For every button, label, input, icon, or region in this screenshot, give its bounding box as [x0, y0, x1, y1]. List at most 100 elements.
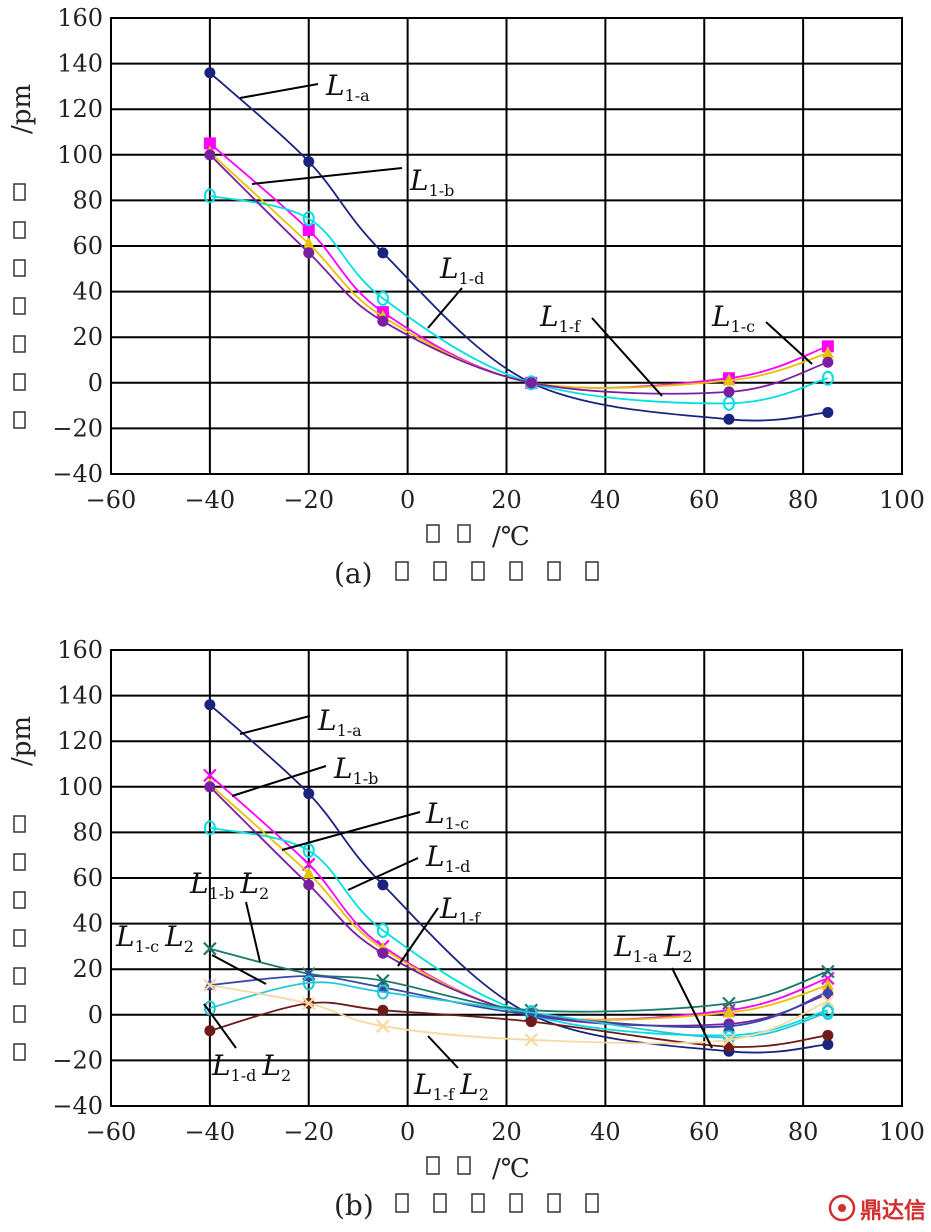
- data-point: [303, 788, 314, 799]
- glyph-box: [434, 1194, 446, 1212]
- y-tick-label: 140: [57, 50, 103, 78]
- x-tick-label: 80: [788, 486, 819, 514]
- glyph-box: [434, 562, 446, 580]
- data-point: [303, 879, 314, 890]
- x-tick-label: −60: [86, 486, 137, 514]
- glyph-box: [427, 1157, 439, 1174]
- x-tick-label: 80: [788, 1118, 819, 1146]
- data-point: [822, 407, 833, 418]
- glyph-box: [14, 930, 25, 946]
- y-tick-label: 40: [72, 910, 103, 938]
- watermark-text: 鼎达信: [860, 1198, 926, 1224]
- y-axis-unit: /pm: [7, 716, 37, 766]
- panel-caption: (b): [334, 1189, 598, 1222]
- glyph-box: [548, 1194, 560, 1212]
- x-tick-label: 40: [590, 1118, 621, 1146]
- x-tick-label: 40: [590, 486, 621, 514]
- x-axis-label: /℃: [427, 522, 530, 552]
- caption-letter: (b): [334, 1189, 374, 1222]
- y-tick-label: 100: [57, 773, 103, 801]
- y-tick-label: −20: [52, 1046, 103, 1074]
- glyph-box: [14, 854, 25, 870]
- y-tick-label: −20: [52, 414, 103, 442]
- watermark-logo: 鼎达信: [830, 1196, 926, 1224]
- glyph-box: [458, 1157, 470, 1174]
- data-point: [204, 699, 215, 710]
- glyph-box: [458, 525, 470, 542]
- data-point: [723, 414, 734, 425]
- glyph-box: [14, 260, 25, 276]
- y-tick-label: 0: [88, 1001, 103, 1029]
- x-tick-label: 100: [879, 486, 925, 514]
- data-point: [526, 377, 537, 388]
- glyph-box: [14, 374, 25, 390]
- x-tick-label: 0: [400, 486, 415, 514]
- data-point: [377, 247, 388, 258]
- x-tick-label: −40: [185, 486, 236, 514]
- glyph-box: [14, 1006, 25, 1022]
- x-tick-label: 60: [689, 1118, 720, 1146]
- y-tick-label: −40: [52, 1092, 103, 1120]
- glyph-box: [14, 222, 25, 238]
- glyph-box: [510, 1194, 522, 1212]
- glyph-box: [14, 892, 25, 908]
- y-tick-label: 160: [57, 636, 103, 664]
- x-tick-label: −40: [185, 1118, 236, 1146]
- data-point: [303, 247, 314, 258]
- glyph-box: [586, 1194, 598, 1212]
- data-point: [377, 948, 388, 959]
- data-point: [204, 67, 215, 78]
- glyph-box: [427, 525, 439, 542]
- y-tick-label: 140: [57, 682, 103, 710]
- y-tick-label: 20: [72, 955, 103, 983]
- x-tick-label: 20: [491, 486, 522, 514]
- data-point: [204, 1025, 215, 1036]
- data-point: [822, 1030, 833, 1041]
- data-point: [377, 1005, 388, 1016]
- glyph-box: [396, 1194, 408, 1212]
- y-tick-label: 60: [72, 232, 103, 260]
- y-tick-label: 160: [57, 4, 103, 32]
- y-tick-label: 0: [88, 369, 103, 397]
- watermark-dot: [838, 1204, 846, 1212]
- glyph-box: [396, 562, 408, 580]
- glyph-box: [586, 562, 598, 580]
- glyph-box: [14, 1044, 25, 1060]
- y-tick-label: 120: [57, 727, 103, 755]
- x-tick-label: −20: [283, 486, 334, 514]
- y-axis-unit: /pm: [7, 84, 37, 134]
- glyph-box: [14, 298, 25, 314]
- y-axis-label: /pm: [7, 716, 37, 1060]
- y-tick-label: 120: [57, 95, 103, 123]
- y-tick-label: 80: [72, 818, 103, 846]
- y-tick-label: −40: [52, 460, 103, 488]
- glyph-box: [14, 336, 25, 352]
- data-point: [204, 149, 215, 160]
- data-point: [204, 781, 215, 792]
- data-point: [723, 386, 734, 397]
- y-tick-label: 20: [72, 323, 103, 351]
- glyph-box: [510, 562, 522, 580]
- x-tick-label: 60: [689, 486, 720, 514]
- caption-letter: (a): [334, 557, 373, 590]
- x-tick-label: 0: [400, 1118, 415, 1146]
- x-tick-label: 100: [879, 1118, 925, 1146]
- data-point: [377, 316, 388, 327]
- x-axis-unit: /℃: [492, 1154, 530, 1184]
- glyph-box: [472, 1194, 484, 1212]
- y-tick-label: 40: [72, 278, 103, 306]
- data-point: [377, 879, 388, 890]
- glyph-box: [472, 562, 484, 580]
- x-tick-label: −20: [283, 1118, 334, 1146]
- panel-caption: (a): [334, 557, 598, 590]
- x-tick-label: −60: [86, 1118, 137, 1146]
- y-tick-label: 100: [57, 141, 103, 169]
- x-axis-unit: /℃: [492, 522, 530, 552]
- glyph-box: [548, 562, 560, 580]
- x-tick-label: 20: [491, 1118, 522, 1146]
- glyph-box: [14, 968, 25, 984]
- y-tick-label: 60: [72, 864, 103, 892]
